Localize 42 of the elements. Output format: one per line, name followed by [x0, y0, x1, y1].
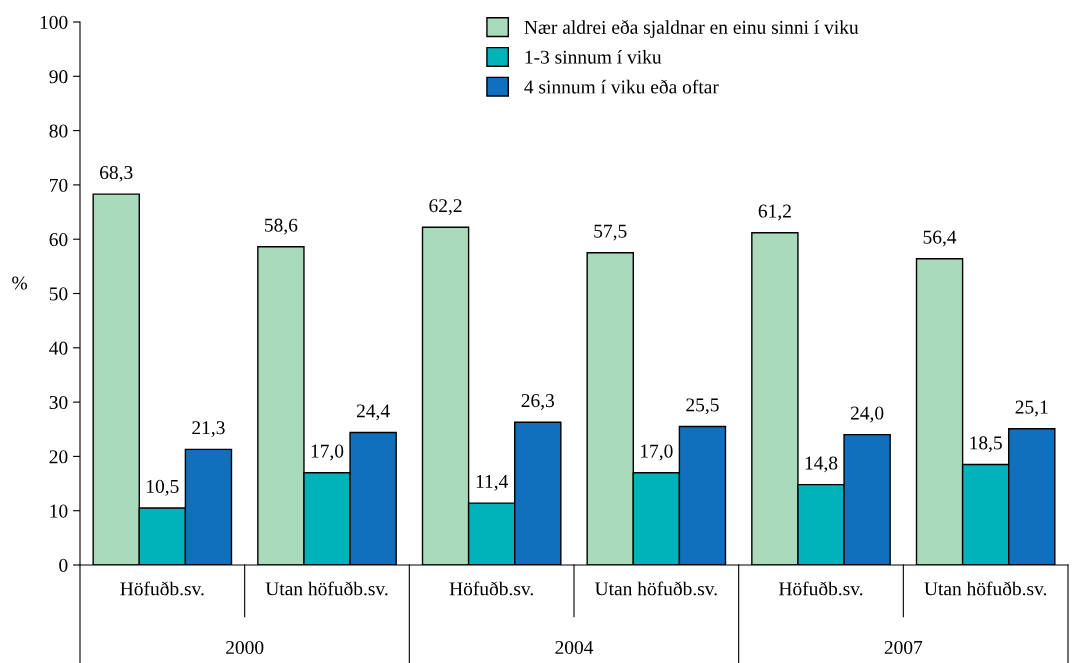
legend-label: Nær aldrei eða sjaldnar en einu sinni í viku: [524, 20, 859, 38]
data-label: 25,5: [686, 398, 719, 415]
text: 2004: [555, 640, 594, 655]
y-tick-label: 10: [50, 504, 68, 518]
legend-label: 1-3 sinnum í viku: [525, 50, 662, 64]
x-tick-label: Utan höfuðb.sv.: [924, 581, 1047, 596]
data-label: 11,4: [476, 475, 509, 491]
data-label: 17,0: [311, 444, 344, 461]
x-tick-label: Höfuðb.sv.: [449, 581, 533, 596]
data-label: 25,1: [1015, 400, 1048, 417]
data-label: 26,3: [521, 394, 555, 410]
y-tick-label: 60: [49, 233, 68, 247]
data-label: 56,4: [923, 230, 957, 247]
y-tick-label: 40: [49, 341, 68, 355]
data-label: 57,5: [594, 224, 627, 241]
data-label: 62,2: [429, 199, 462, 215]
data-label: 18,5: [970, 436, 1002, 453]
data-label: 61,2: [758, 204, 791, 221]
y-tick-label: 50: [49, 287, 68, 301]
y-tick-label: 70: [50, 178, 68, 192]
x-tick-label: Utan höfuðb.sv.: [265, 581, 388, 596]
y-tick-label: 20: [49, 450, 68, 464]
data-label: 58,6: [265, 218, 298, 235]
y-tick-label: 100: [40, 15, 68, 29]
x-tick-label: Utan höfuðb.sv.: [594, 581, 717, 596]
y-tick-label: 90: [49, 70, 68, 84]
data-label: 17,0: [641, 444, 673, 461]
data-label: 14,8: [805, 456, 838, 473]
data-label: 10,5: [147, 479, 179, 496]
legend-label: 4 sinnum í viku eða oftar: [524, 79, 719, 94]
data-label: 21,3: [192, 421, 225, 438]
data-label: 24,0: [850, 406, 884, 423]
x-tick-label: Höfuðb.sv.: [120, 581, 204, 596]
y-tick-label: 0: [59, 558, 68, 572]
x-tick-label: Höfuðb.sv.: [778, 581, 863, 596]
text: 2000: [226, 640, 264, 655]
data-label: 24,4: [356, 404, 390, 421]
y-axis-title: %: [12, 276, 28, 290]
y-tick-label: 80: [49, 124, 68, 138]
text: 2007: [884, 640, 923, 655]
data-label: 68,3: [100, 165, 133, 182]
y-tick-label: 30: [49, 395, 68, 410]
